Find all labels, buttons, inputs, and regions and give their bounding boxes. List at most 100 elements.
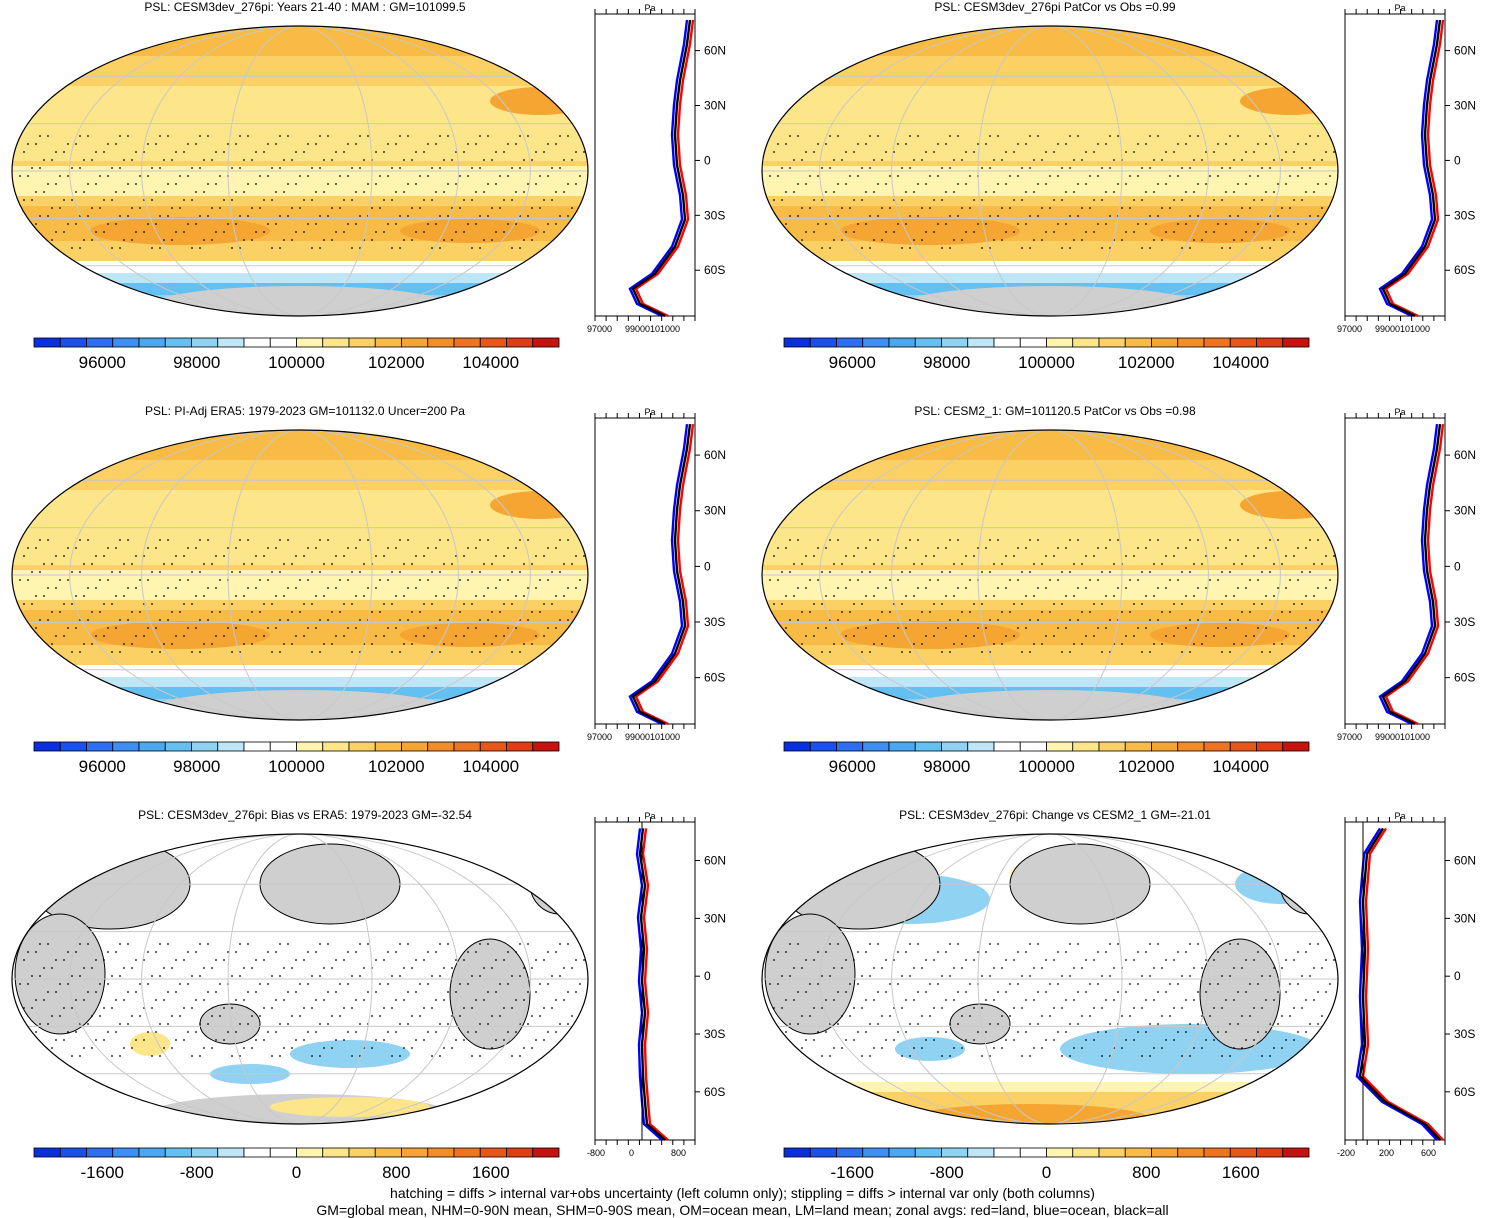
- stippling: [19, 539, 588, 653]
- colorbar-swatch: [941, 1147, 969, 1158]
- field-band: [12, 86, 588, 126]
- colorbar-swatch: [1124, 741, 1152, 752]
- colorbar-swatch: [191, 337, 219, 348]
- colorbar-label: 104000: [462, 757, 519, 776]
- zonal-ocean-line: [1378, 19, 1439, 318]
- zonal-lat-label: 30S: [704, 615, 725, 629]
- graticule: [762, 26, 1338, 316]
- zonal-x-label: 600: [1421, 1148, 1436, 1158]
- colorbar-swatch: [374, 337, 402, 348]
- colorbar-swatch: [1124, 337, 1152, 348]
- colorbar-swatch: [217, 337, 245, 348]
- colorbar-swatch: [33, 741, 61, 752]
- colorbar-swatch: [993, 1147, 1021, 1158]
- zonal-ocean-line: [1355, 827, 1438, 1141]
- colorbar-swatch: [59, 337, 87, 348]
- field-band: [12, 261, 588, 273]
- zonal-ocean-line: [1378, 423, 1439, 726]
- zonal-x-label: 99000101000: [1375, 324, 1430, 334]
- colorbar-swatch: [138, 337, 166, 348]
- zonal-lat-label: 30S: [704, 1027, 725, 1041]
- colorbar-swatch: [914, 1147, 942, 1158]
- zonal-lat-label: 60N: [1454, 448, 1476, 462]
- colorbar-swatch: [243, 741, 271, 752]
- zonal-x-label: 99000101000: [1375, 732, 1430, 742]
- map-outline: [761, 25, 1339, 317]
- zonal-plot-1: Pa 60N 30N 0 30S 60S 97000 99000101000: [587, 3, 726, 334]
- map-field: [12, 834, 588, 1124]
- panel-title-2: PSL: CESM3dev_276pi PatCor vs Obs =0.99: [934, 0, 1176, 14]
- colorbar-swatch: [888, 1147, 916, 1158]
- zonal-all-line: [638, 828, 666, 1141]
- colorbar-swatch: [164, 741, 192, 752]
- colorbar-swatch: [86, 741, 114, 752]
- zonal-frame: [1344, 417, 1446, 725]
- colorbar-swatch: [836, 337, 864, 348]
- colorbar-swatch: [809, 1147, 837, 1158]
- zonal-all-line: [1381, 423, 1442, 726]
- colorbar-swatch: [1229, 1147, 1257, 1158]
- panel-title-1: PSL: CESM3dev_276pi: Years 21-40 : MAM :…: [144, 0, 466, 14]
- zonal-lat-label: 0: [704, 969, 711, 983]
- colorbar-5: -1600 -800 0 800 1600: [33, 1147, 560, 1182]
- field-high: [90, 621, 270, 649]
- colorbar-swatch: [374, 741, 402, 752]
- continent: [449, 938, 531, 1050]
- colorbar-swatch: [217, 741, 245, 752]
- colorbar-swatch: [112, 1147, 140, 1158]
- colorbar-swatch: [112, 741, 140, 752]
- zonal-lat-label: 60N: [704, 44, 726, 58]
- colorbar-swatch: [506, 337, 534, 348]
- field-band: [762, 677, 1338, 687]
- field-high: [840, 217, 1020, 245]
- map-field: [12, 430, 588, 720]
- colorbar-swatch: [1256, 337, 1284, 348]
- map-outline: [761, 833, 1339, 1125]
- colorbar-swatch: [1177, 741, 1205, 752]
- colorbar-swatch: [453, 1147, 481, 1158]
- zonal-ocean-line: [628, 19, 689, 318]
- zonal-x-label: -200: [1337, 1148, 1355, 1158]
- zonal-x-label: 97000: [587, 732, 612, 742]
- field-band: [12, 241, 588, 261]
- field-high: [1150, 219, 1290, 243]
- field-band: [12, 430, 588, 460]
- colorbar-label: 100000: [1018, 757, 1075, 776]
- field-high: [762, 1082, 1338, 1092]
- field-band: [12, 126, 588, 161]
- zonal-lat-label: 0: [704, 559, 711, 573]
- antarctica: [150, 286, 450, 316]
- zonal-lat-label: 30S: [1454, 1027, 1475, 1041]
- panel-title-4: PSL: CESM2_1: GM=101120.5 PatCor vs Obs …: [914, 404, 1196, 418]
- colorbar-swatch: [322, 741, 350, 752]
- colorbar-label: 100000: [1018, 353, 1075, 372]
- colorbar-swatch: [532, 741, 560, 752]
- map-field: [12, 26, 588, 316]
- colorbar-swatch: [138, 741, 166, 752]
- panel-title-5: PSL: CESM3dev_276pi: Bias vs ERA5: 1979-…: [138, 808, 472, 822]
- field-band: [12, 273, 588, 283]
- colorbar-swatch: [809, 337, 837, 348]
- zonal-lat-label: 60N: [1454, 854, 1476, 868]
- colorbar-swatch: [836, 741, 864, 752]
- zonal-ocean-line: [635, 828, 663, 1141]
- colorbar-label: 98000: [923, 757, 970, 776]
- zonal-frame: [1344, 13, 1446, 317]
- colorbar-swatch: [243, 1147, 271, 1158]
- colorbar-swatch: [1072, 1147, 1100, 1158]
- zonal-lat-label: 30S: [1454, 208, 1475, 222]
- colorbar-swatch: [269, 741, 297, 752]
- colorbar-swatch: [348, 741, 376, 752]
- zonal-x-label: 97000: [1337, 732, 1362, 742]
- zonal-x-label: 800: [671, 1148, 686, 1158]
- colorbar-swatch: [1229, 337, 1257, 348]
- field-high: [1150, 623, 1290, 647]
- colorbar-swatch: [1282, 741, 1310, 752]
- zonal-land-line: [1384, 423, 1445, 726]
- colorbar-swatch: [941, 337, 969, 348]
- colorbar-6: -1600 -800 0 800 1600: [783, 1147, 1310, 1182]
- colorbar-label: 800: [1132, 1163, 1160, 1182]
- colorbar-swatch: [427, 1147, 455, 1158]
- colorbar-swatch: [269, 1147, 297, 1158]
- colorbar-swatch: [164, 337, 192, 348]
